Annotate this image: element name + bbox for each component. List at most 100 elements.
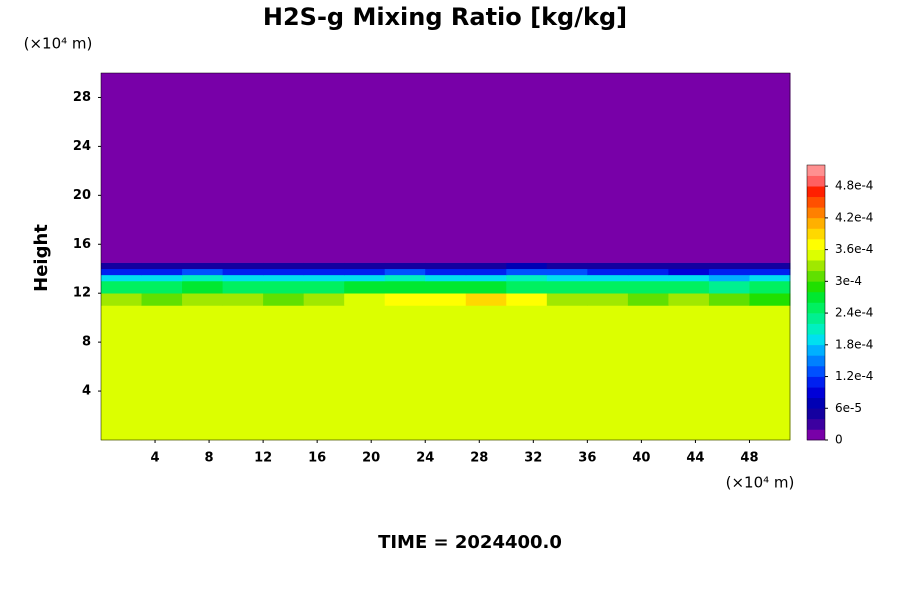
- cell: [668, 73, 710, 263]
- colorbar-band: [807, 239, 825, 250]
- cell: [627, 305, 669, 441]
- cell: [425, 73, 467, 263]
- cell: [627, 293, 669, 306]
- cell: [384, 268, 426, 276]
- cell: [344, 293, 386, 306]
- cell: [344, 262, 386, 270]
- y-unit: (×10⁴ m): [24, 35, 93, 53]
- colorbar-band: [807, 291, 825, 303]
- colorbar-tick-label: 2.4e-4: [835, 306, 873, 320]
- x-tick-label: 24: [416, 451, 434, 466]
- colorbar-band: [807, 302, 825, 314]
- cell: [546, 305, 588, 441]
- colorbar-band: [807, 175, 825, 187]
- cell: [749, 305, 791, 441]
- cell: [546, 73, 588, 263]
- colorbar-tick-label: 1.8e-4: [835, 337, 873, 351]
- y-tick-label: 28: [73, 90, 91, 105]
- cell: [384, 293, 426, 306]
- cell: [465, 262, 507, 270]
- cell: [546, 293, 588, 306]
- cell: [668, 293, 710, 306]
- cell: [222, 293, 264, 306]
- cell: [749, 262, 791, 270]
- cell: [627, 280, 669, 294]
- cell: [384, 305, 426, 441]
- colorbar-band: [807, 165, 825, 176]
- colorbar-band: [807, 408, 825, 420]
- cell: [506, 262, 548, 270]
- cell: [587, 268, 629, 276]
- cell: [708, 293, 750, 306]
- cell: [141, 262, 183, 270]
- y-axis-label: Height: [31, 224, 52, 292]
- colorbar-band: [807, 323, 825, 335]
- colorbar-band: [807, 355, 825, 367]
- cell: [668, 305, 710, 441]
- cell: [708, 262, 750, 270]
- cell: [708, 305, 750, 441]
- colorbar-tick-label: 3e-4: [835, 274, 862, 288]
- cell: [425, 274, 467, 282]
- colorbar-tick-label: 6e-5: [835, 401, 862, 415]
- cell: [425, 280, 467, 294]
- colorbar-band: [807, 429, 825, 441]
- colorbar-tick-label: 3.6e-4: [835, 242, 873, 256]
- cell: [708, 73, 750, 263]
- cell: [141, 293, 183, 306]
- cell: [141, 305, 183, 441]
- cell: [303, 268, 345, 276]
- cell: [627, 73, 669, 263]
- cell: [263, 280, 305, 294]
- colorbar-band: [807, 186, 825, 198]
- colorbar-band: [807, 344, 825, 356]
- x-tick-label: 16: [308, 451, 326, 466]
- cell: [222, 73, 264, 263]
- cell: [303, 262, 345, 270]
- x-tick-label: 28: [470, 451, 488, 466]
- cell: [587, 305, 629, 441]
- cell: [668, 280, 710, 294]
- cell: [749, 274, 791, 282]
- cell: [546, 262, 588, 270]
- x-tick-label: 20: [362, 451, 380, 466]
- x-tick-label: 44: [686, 451, 704, 466]
- cell: [465, 280, 507, 294]
- cell: [263, 274, 305, 282]
- x-tick-label: 12: [254, 451, 272, 466]
- cell: [384, 262, 426, 270]
- cell: [101, 293, 143, 306]
- cell: [708, 274, 750, 282]
- cell: [263, 73, 305, 263]
- plot-frame: [100, 72, 791, 441]
- cell: [587, 274, 629, 282]
- x-tick-label: 48: [740, 451, 758, 466]
- colorbar-band: [807, 196, 825, 208]
- cell: [465, 274, 507, 282]
- cell: [222, 280, 264, 294]
- cell: [627, 268, 669, 276]
- colorbar-band: [807, 270, 825, 282]
- cell: [303, 305, 345, 441]
- cell: [587, 293, 629, 306]
- colorbar-tick-label: 1.2e-4: [835, 369, 873, 383]
- cell: [587, 73, 629, 263]
- cell: [222, 305, 264, 441]
- cell: [384, 73, 426, 263]
- y-tick-label: 4: [82, 384, 91, 399]
- cell: [506, 305, 548, 441]
- cell: [668, 268, 710, 276]
- cell: [506, 280, 548, 294]
- cell: [141, 280, 183, 294]
- colorbar-band: [807, 260, 825, 272]
- cell: [506, 293, 548, 306]
- x-tick-label: 40: [632, 451, 650, 466]
- cell: [465, 305, 507, 441]
- colorbar-band: [807, 228, 825, 240]
- x-unit: (×10⁴ m): [726, 474, 795, 492]
- cell: [182, 268, 224, 276]
- y-tick-label: 20: [73, 188, 91, 203]
- cell: [303, 280, 345, 294]
- cell: [182, 305, 224, 441]
- colorbar-tick-label: 0: [835, 433, 843, 447]
